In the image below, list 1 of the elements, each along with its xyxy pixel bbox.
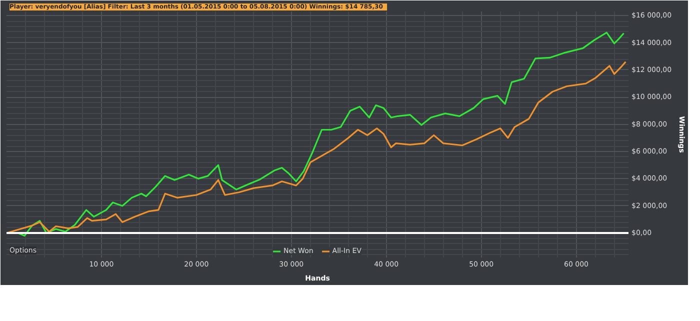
line-series (6, 60, 626, 234)
